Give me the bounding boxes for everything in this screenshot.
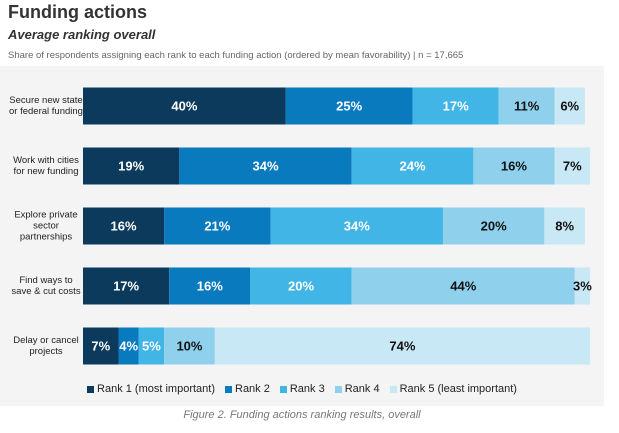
bar-segment bbox=[83, 267, 170, 305]
legend-label: Rank 1 (most important) bbox=[97, 383, 215, 395]
y-tick-label: Explore private sector partnerships bbox=[14, 209, 78, 243]
legend-label: Rank 5 (least important) bbox=[399, 383, 517, 395]
bar-segment bbox=[250, 267, 352, 305]
chart-title: Funding actions bbox=[8, 2, 147, 22]
data-label: 34% bbox=[253, 158, 279, 173]
bar-segment bbox=[83, 87, 286, 125]
data-label: 19% bbox=[118, 158, 144, 173]
bar-segment bbox=[473, 147, 555, 185]
bar-segment bbox=[554, 147, 590, 185]
legend-item: Rank 1 (most important) bbox=[87, 383, 215, 395]
data-label: 16% bbox=[111, 218, 137, 233]
data-label: 20% bbox=[288, 278, 314, 293]
bar-segment bbox=[179, 147, 352, 185]
data-label: 11% bbox=[514, 98, 540, 113]
bar-segment bbox=[214, 327, 590, 365]
legend-swatch bbox=[279, 385, 287, 393]
data-label: 3% bbox=[573, 278, 592, 293]
bar-segment bbox=[285, 87, 413, 125]
bar-segment bbox=[442, 207, 545, 245]
data-label: 17% bbox=[443, 98, 469, 113]
y-tick-label: Delay or cancel projects bbox=[13, 335, 79, 357]
data-label: 24% bbox=[400, 158, 426, 173]
legend-label: Rank 4 bbox=[344, 383, 380, 395]
legend-item: Rank 5 (least important) bbox=[389, 383, 517, 395]
data-label: 7% bbox=[91, 338, 110, 353]
data-label: 40% bbox=[171, 98, 197, 113]
data-label: 4% bbox=[119, 338, 138, 353]
caption: Figure 2. Funding actions ranking result… bbox=[183, 409, 421, 421]
legend-swatch bbox=[87, 385, 95, 393]
bar-segment bbox=[169, 267, 251, 305]
bar-segment bbox=[544, 207, 585, 245]
legend-label: Rank 3 bbox=[289, 383, 325, 395]
data-label: 17% bbox=[113, 278, 139, 293]
bar-segment bbox=[164, 207, 271, 245]
data-label: 25% bbox=[336, 98, 362, 113]
bar-segment bbox=[351, 147, 474, 185]
legend-swatch bbox=[389, 385, 397, 393]
bar-segment bbox=[83, 327, 119, 365]
bar-segment bbox=[83, 207, 165, 245]
bar-segment bbox=[498, 87, 555, 125]
bar-segment bbox=[574, 267, 590, 305]
data-label: 16% bbox=[197, 278, 223, 293]
y-tick-label: Work with cities for new funding bbox=[13, 155, 79, 177]
data-label: 74% bbox=[389, 338, 415, 353]
legend-item: Rank 2 bbox=[225, 383, 270, 395]
y-tick-label: Secure new state or federal funding bbox=[9, 95, 83, 117]
data-label: 34% bbox=[344, 218, 370, 233]
legend-swatch bbox=[334, 385, 342, 393]
data-label: 21% bbox=[204, 218, 230, 233]
bar-segment bbox=[83, 147, 180, 185]
bar-segment bbox=[554, 87, 585, 125]
data-label: 8% bbox=[555, 218, 574, 233]
data-label: 44% bbox=[450, 278, 476, 293]
bar-segment bbox=[164, 327, 215, 365]
legend: Rank 1 (most important) Rank 2 Rank 3 Rank … bbox=[0, 383, 604, 395]
data-label: 7% bbox=[563, 158, 582, 173]
data-label: 6% bbox=[560, 98, 579, 113]
bar-segment bbox=[412, 87, 499, 125]
bar-segment bbox=[138, 327, 165, 365]
y-tick-label: Find ways to save & cut costs bbox=[11, 275, 81, 297]
legend-item: Rank 3 bbox=[279, 383, 325, 395]
data-label: 5% bbox=[142, 338, 161, 353]
bar-segment bbox=[270, 207, 443, 245]
data-label: 16% bbox=[501, 158, 527, 173]
chart-note: Share of respondents assigning each rank… bbox=[8, 50, 464, 61]
legend-swatch bbox=[225, 385, 232, 393]
chart-subtitle: Average ranking overall bbox=[8, 27, 156, 42]
data-label: 10% bbox=[176, 338, 202, 353]
legend-label: Rank 2 bbox=[235, 383, 270, 395]
bar-segment bbox=[118, 327, 139, 365]
legend-item: Rank 4 bbox=[334, 383, 380, 395]
data-label: 20% bbox=[481, 218, 507, 233]
bar-segment bbox=[351, 267, 575, 305]
